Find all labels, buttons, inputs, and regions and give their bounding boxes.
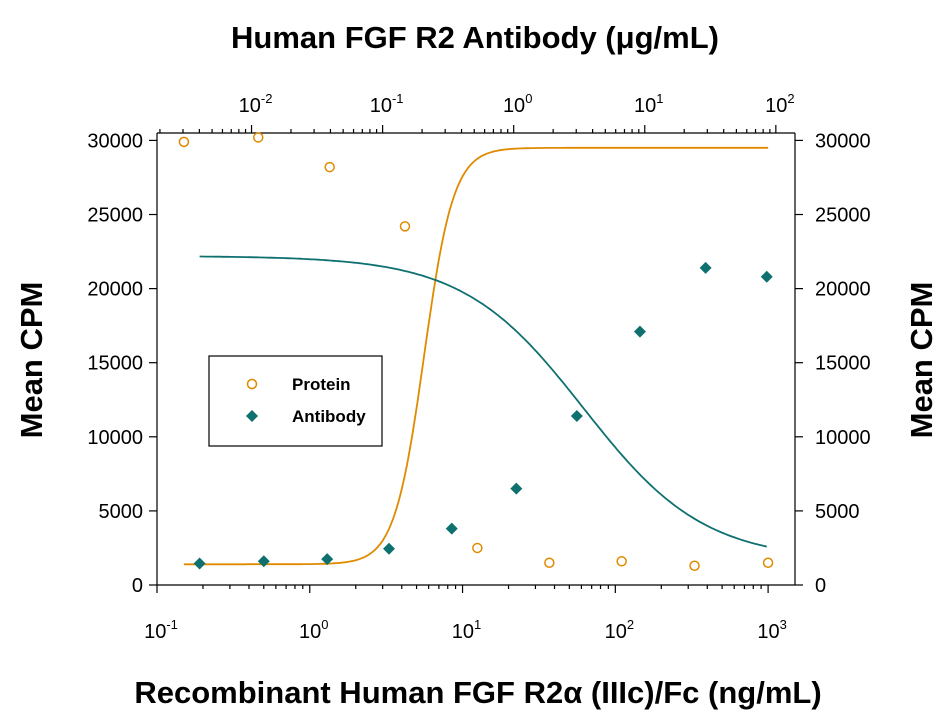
bottom-axis-title: Recombinant Human FGF R2α (IIIc)/Fc (ng/… bbox=[134, 675, 821, 710]
right-axis: 0 5000 10000 15000 20000 25000 30000 bbox=[795, 130, 871, 597]
point-antibody bbox=[510, 482, 523, 495]
top-x-tick-label: 100 bbox=[503, 91, 532, 117]
point-antibody bbox=[193, 557, 206, 570]
bottom-axis: 10-1 100 101 102 103 bbox=[144, 585, 787, 643]
left-y-tick-label: 15000 bbox=[87, 353, 143, 375]
left-axis: 0 5000 10000 15000 20000 25000 30000 bbox=[87, 130, 157, 597]
bottom-x-tick-label: 103 bbox=[757, 617, 786, 643]
top-axis: 10-2 10-1 100 101 102 bbox=[159, 91, 795, 133]
point-antibody bbox=[699, 261, 712, 274]
point-protein bbox=[324, 161, 335, 173]
point-antibody bbox=[445, 522, 458, 535]
legend-box bbox=[208, 355, 383, 447]
bottom-x-tick-label: 10-1 bbox=[144, 617, 178, 643]
point-antibody bbox=[633, 325, 646, 338]
point-protein bbox=[178, 136, 190, 148]
right-y-tick-label: 10000 bbox=[815, 427, 871, 449]
legend-antibody-label: Antibody bbox=[292, 407, 366, 426]
top-x-tick-label: 102 bbox=[765, 91, 794, 117]
right-y-tick-label: 0 bbox=[815, 575, 826, 597]
left-axis-title: Mean CPM bbox=[14, 282, 49, 439]
top-x-tick-label: 10-1 bbox=[370, 91, 404, 117]
point-antibody bbox=[382, 542, 395, 555]
bottom-x-tick-label: 101 bbox=[452, 617, 481, 643]
left-y-tick-label: 20000 bbox=[87, 279, 143, 301]
point-antibody bbox=[257, 555, 270, 568]
top-axis-title: Human FGF R2 Antibody (μg/mL) bbox=[231, 20, 719, 55]
point-protein bbox=[689, 560, 700, 571]
point-protein bbox=[616, 556, 627, 567]
legend-protein-marker bbox=[246, 378, 258, 390]
fit-curves bbox=[183, 146, 769, 566]
bottom-x-tick-label: 102 bbox=[605, 617, 634, 643]
left-y-tick-label: 0 bbox=[132, 575, 143, 597]
point-antibody bbox=[321, 553, 334, 566]
right-y-tick-label: 20000 bbox=[815, 279, 871, 301]
point-protein bbox=[399, 221, 411, 232]
point-protein bbox=[762, 557, 774, 569]
left-y-tick-label: 5000 bbox=[99, 501, 144, 523]
point-protein bbox=[472, 542, 483, 554]
fit-curve-antibody bbox=[199, 255, 768, 548]
legend-protein-label: Protein bbox=[292, 375, 351, 394]
top-x-tick-label: 101 bbox=[634, 91, 663, 117]
point-antibody bbox=[760, 270, 773, 283]
legend: Protein Antibody bbox=[208, 355, 383, 447]
fit-curve-protein bbox=[183, 146, 769, 566]
right-y-tick-label: 25000 bbox=[815, 205, 871, 227]
right-y-tick-label: 15000 bbox=[815, 353, 871, 375]
left-y-tick-label: 30000 bbox=[87, 130, 143, 152]
legend-antibody-marker bbox=[246, 410, 258, 422]
right-axis-title: Mean CPM bbox=[904, 282, 939, 439]
left-y-tick-label: 25000 bbox=[87, 205, 143, 227]
point-protein bbox=[544, 557, 555, 569]
point-antibody bbox=[570, 410, 583, 423]
right-y-tick-label: 5000 bbox=[815, 501, 860, 523]
point-protein bbox=[253, 132, 264, 143]
bottom-x-tick-label: 100 bbox=[299, 617, 328, 643]
top-x-tick-label: 10-2 bbox=[239, 91, 273, 117]
right-y-tick-label: 30000 bbox=[815, 130, 871, 152]
left-y-tick-label: 10000 bbox=[87, 427, 143, 449]
data-points bbox=[178, 132, 774, 571]
